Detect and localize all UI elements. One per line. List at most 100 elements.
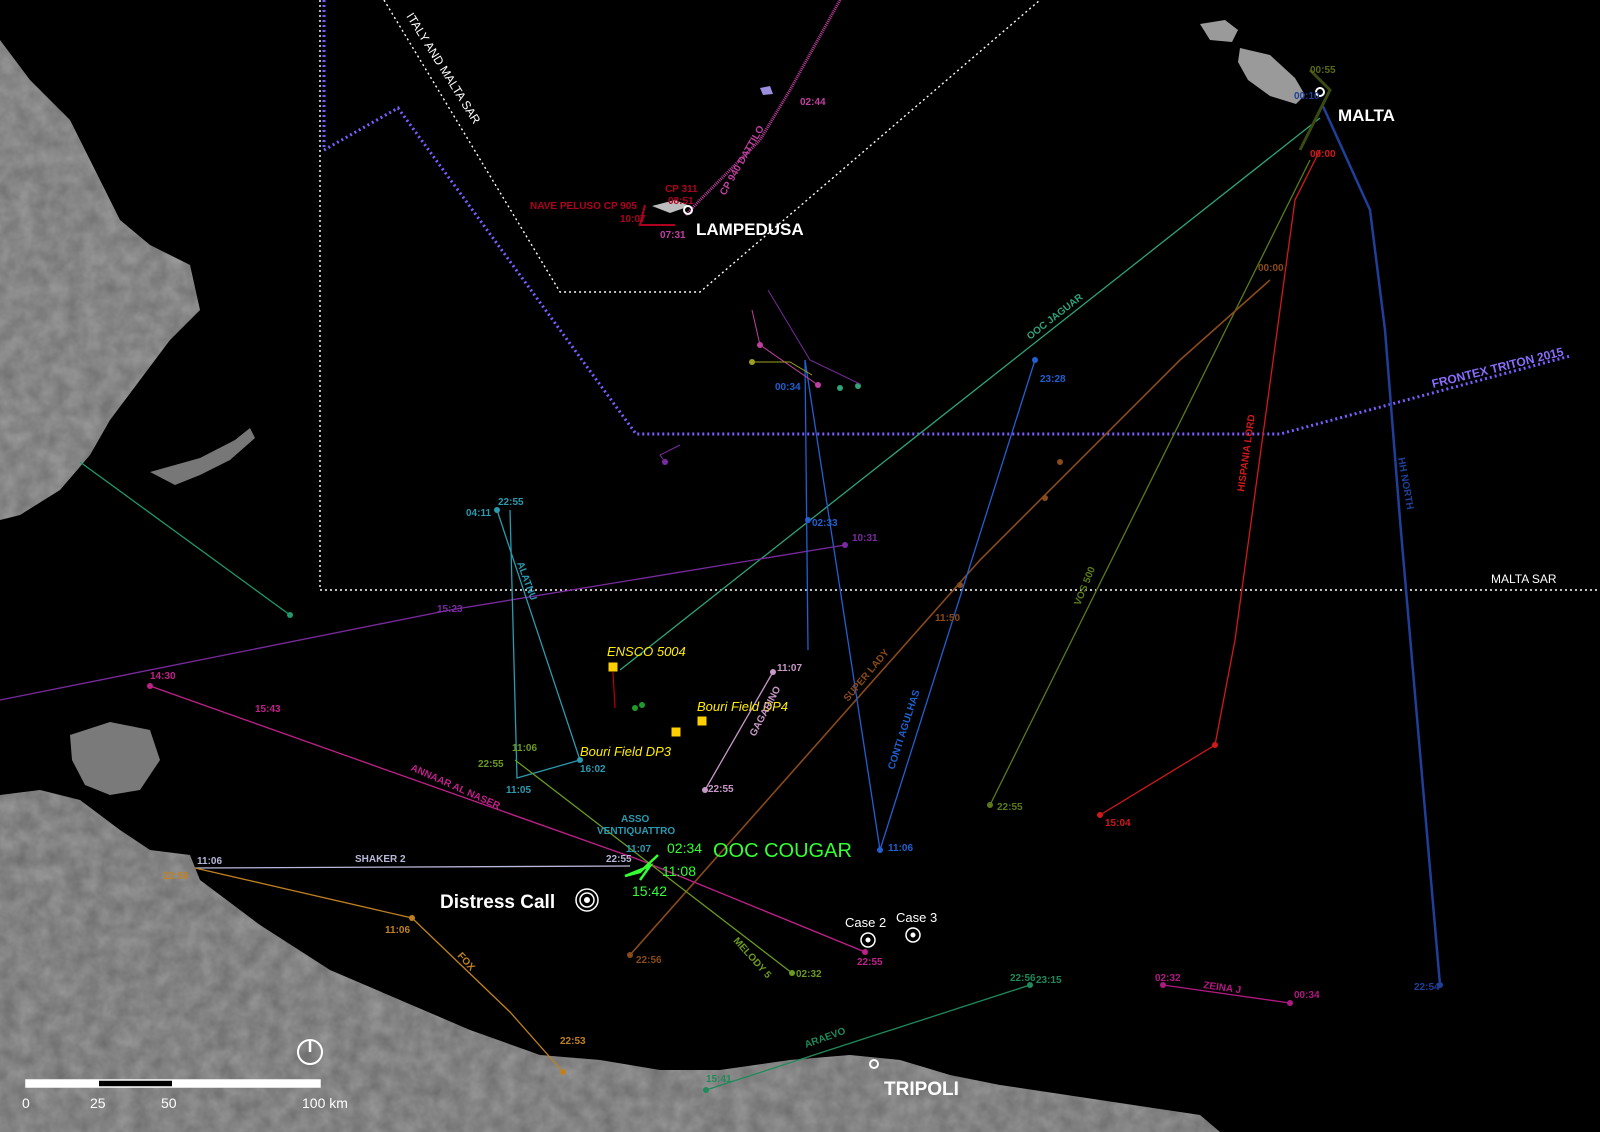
malta-marker [1315,87,1325,97]
track-annaar [149,685,866,953]
dp4-rig-marker [696,715,708,727]
track-ooc-jaguar [619,117,1321,671]
vessel-cluster [659,289,861,463]
track-point [862,949,868,955]
track-shaker [194,865,631,869]
malta-label: MALTA [1338,106,1395,125]
place-labels: MALTA LAMPEDUSA TRIPOLI [696,106,1395,1100]
track-hh-north [1320,103,1442,986]
time-label: 10:07 [620,214,646,225]
ensco-rig-track [612,671,616,709]
italy-malta-sar-boundary [383,0,1041,293]
dp3-label: Bouri Field DP3 [580,744,672,759]
track-blue-vertical [804,359,809,651]
track-point [627,952,633,958]
lampedusa-marker [683,205,693,215]
time-label: 15:04 [1105,818,1131,829]
gozo-island [1200,20,1238,42]
shaker-label: SHAKER 2 [355,854,406,865]
track-point [842,542,848,548]
time-label: 15:41 [706,1074,732,1085]
scale-bar-segment [172,1080,320,1087]
malta-sar-label: MALTA SAR [1491,572,1557,586]
time-labels: 00:55 00:10 00:00 00:00 02:44 08:51 10:0… [150,65,1440,1085]
asso-label: ASSO [621,814,650,825]
lampedusa-label: LAMPEDUSA [696,220,804,239]
time-label: 23:28 [1040,374,1066,385]
track-point [147,683,153,689]
time-label: 22:55 [606,854,632,865]
time-label: 22:55 [857,957,883,968]
time-label: 22:55 [708,784,734,795]
scale-bar: 0 25 50 100 km [22,1079,348,1111]
track-point [639,702,645,708]
time-label: 00:00 [1310,149,1336,160]
track-point [877,847,883,853]
scale-label-0: 0 [22,1095,30,1111]
track-malta-olive [1298,68,1332,151]
track-alatnu [496,509,581,779]
track-point [287,612,293,618]
track-point [837,385,843,391]
track-super-lady [629,279,1271,956]
distress-call-marker-inner [579,892,595,908]
north-arrow [297,1039,323,1065]
time-label: 04:11 [466,508,491,519]
time-label: 11:07 [777,663,802,674]
case3-marker-dot [910,932,916,938]
track-point [1287,1000,1293,1006]
track-fox [194,867,564,1073]
time-label: 02:44 [800,97,826,108]
tripoli-marker [869,1059,879,1069]
time-label: 00:00 [1258,263,1284,274]
dp3-rig-marker [670,726,682,738]
time-label: 00:10 [1294,91,1320,102]
time-label: 02:32 [1155,973,1181,984]
land-masses [0,20,1305,1132]
track-zeina [1162,984,1291,1004]
time-label: 22:54 [1414,982,1440,993]
time-label: 15:43 [255,704,281,715]
time-label: 07:31 [660,230,686,241]
sar-boundaries [319,0,1600,591]
time-label: 11:50 [935,613,960,624]
cougar-time-1542: 15:42 [632,883,667,899]
distress-call-marker [575,888,599,912]
case2-marker [860,932,876,948]
time-label: 08:51 [668,196,694,207]
time-label: 11:05 [506,785,531,796]
cluster-track [659,444,681,463]
scale-label-100: 100 km [302,1095,348,1111]
ensco-rig-marker [607,661,619,673]
track-hispania-lord [1099,149,1321,816]
time-label: 22:53 [560,1036,586,1047]
time-label: 15:23 [437,604,463,615]
track-point [409,915,415,921]
time-label: 22:56 [163,871,189,882]
track-point [1027,982,1033,988]
track-tunisia-green [79,461,291,616]
vessel-tracks [0,0,1442,1091]
time-label: 10:31 [852,533,878,544]
distress-call-marker-dot [584,897,590,903]
frontex-triton-boundary [322,0,1571,436]
cluster-track [752,361,813,376]
track-points [147,342,1443,1093]
libya-coast-texture [0,790,1220,1132]
track-nave-peluso [638,204,675,226]
track-melody [514,759,793,974]
event-labels: Distress Call Case 2 Case 3 [440,892,937,930]
time-label: 22:55 [478,759,504,770]
tripoli-label: TRIPOLI [884,1079,959,1100]
track-point [494,507,500,513]
case3-label: Case 3 [896,910,937,925]
track-vos-500 [989,159,1311,806]
track-point [805,517,811,523]
cluster-track [767,289,861,385]
cp311-label: CP 311 [665,184,698,195]
track-point [560,1069,566,1075]
track-point [789,970,795,976]
track-point [577,757,583,763]
ooc-cougar-track [624,854,659,881]
